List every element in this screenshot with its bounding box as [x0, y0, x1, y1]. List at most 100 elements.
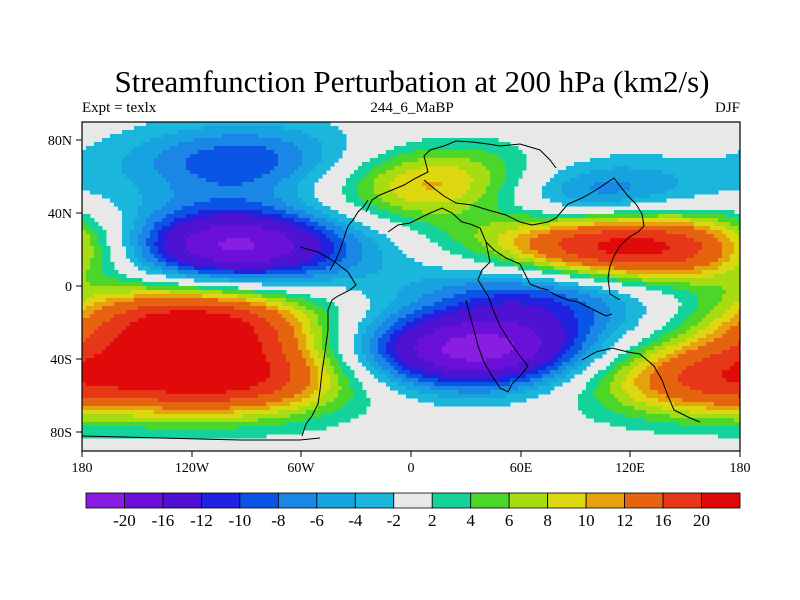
field-cell: [266, 226, 271, 231]
field-cell: [170, 254, 175, 259]
field-cell: [170, 246, 175, 251]
field-cell: [518, 206, 523, 211]
field-cell: [454, 198, 459, 203]
field-cell: [238, 134, 243, 139]
field-cell: [246, 178, 251, 183]
field-cell: [362, 262, 367, 267]
field-cell: [522, 246, 527, 251]
field-cell: [94, 250, 99, 255]
field-cell: [282, 178, 287, 183]
field-cell: [598, 242, 603, 247]
field-cell: [462, 246, 467, 251]
field-cell: [206, 170, 211, 175]
field-cell: [378, 234, 383, 239]
field-cell: [170, 238, 175, 243]
field-cell: [222, 158, 227, 163]
field-cell: [622, 250, 627, 255]
field-cell: [210, 138, 215, 143]
field-cell: [178, 154, 183, 159]
field-cell: [454, 178, 459, 183]
field-cell: [250, 134, 255, 139]
field-cell: [658, 210, 663, 215]
field-cell: [170, 250, 175, 255]
field-cell: [146, 242, 151, 247]
field-cell: [298, 134, 303, 139]
field-cell: [438, 162, 443, 167]
field-cell: [306, 194, 311, 199]
field-cell: [466, 270, 471, 275]
field-cell: [590, 158, 595, 163]
field-cell: [454, 202, 459, 207]
field-cell: [178, 166, 183, 171]
field-cell: [570, 226, 575, 231]
field-cell: [206, 246, 211, 251]
field-cell: [630, 170, 635, 175]
field-cell: [726, 234, 731, 239]
field-cell: [594, 266, 599, 271]
field-cell: [670, 158, 675, 163]
field-cell: [594, 230, 599, 235]
field-cell: [618, 210, 623, 215]
field-cell: [206, 158, 211, 163]
field-cell: [270, 250, 275, 255]
field-cell: [238, 242, 243, 247]
field-cell: [198, 126, 203, 131]
field-cell: [534, 214, 539, 219]
field-cell: [474, 234, 479, 239]
field-cell: [270, 146, 275, 151]
field-cell: [202, 238, 207, 243]
field-cell: [218, 250, 223, 255]
field-cell: [174, 250, 179, 255]
field-cell: [278, 218, 283, 223]
field-cell: [278, 258, 283, 263]
field-cell: [390, 242, 395, 247]
field-cell: [458, 178, 463, 183]
field-cell: [110, 262, 115, 267]
field-cell: [154, 198, 159, 203]
field-cell: [650, 186, 655, 191]
field-cell: [262, 274, 267, 279]
field-cell: [658, 262, 663, 267]
field-cell: [534, 262, 539, 267]
field-cell: [282, 154, 287, 159]
field-cell: [570, 182, 575, 187]
field-cell: [322, 266, 327, 271]
field-cell: [234, 122, 239, 127]
field-cell: [114, 158, 119, 163]
field-cell: [278, 162, 283, 167]
field-cell: [294, 190, 299, 195]
field-cell: [646, 242, 651, 247]
field-cell: [258, 202, 263, 207]
field-cell: [654, 246, 659, 251]
field-cell: [126, 194, 131, 199]
field-cell: [226, 278, 231, 283]
field-cell: [242, 206, 247, 211]
field-cell: [474, 162, 479, 167]
field-cell: [722, 162, 727, 167]
field-cell: [298, 166, 303, 171]
field-cell: [386, 150, 391, 155]
field-cell: [478, 210, 483, 215]
field-cell: [278, 250, 283, 255]
field-cell: [194, 210, 199, 215]
field-cell: [594, 190, 599, 195]
field-cell: [138, 202, 143, 207]
field-cell: [498, 222, 503, 227]
field-cell: [718, 238, 723, 243]
field-cell: [618, 226, 623, 231]
field-cell: [334, 126, 339, 131]
field-cell: [282, 194, 287, 199]
field-cell: [362, 250, 367, 255]
field-cell: [734, 218, 739, 223]
field-cell: [350, 270, 355, 275]
field-cell: [194, 226, 199, 231]
field-cell: [606, 178, 611, 183]
field-cell: [254, 126, 259, 131]
field-cell: [546, 250, 551, 255]
field-cell: [594, 158, 599, 163]
field-cell: [462, 154, 467, 159]
field-cell: [278, 126, 283, 131]
field-cell: [274, 190, 279, 195]
field-cell: [286, 166, 291, 171]
field-cell: [262, 170, 267, 175]
